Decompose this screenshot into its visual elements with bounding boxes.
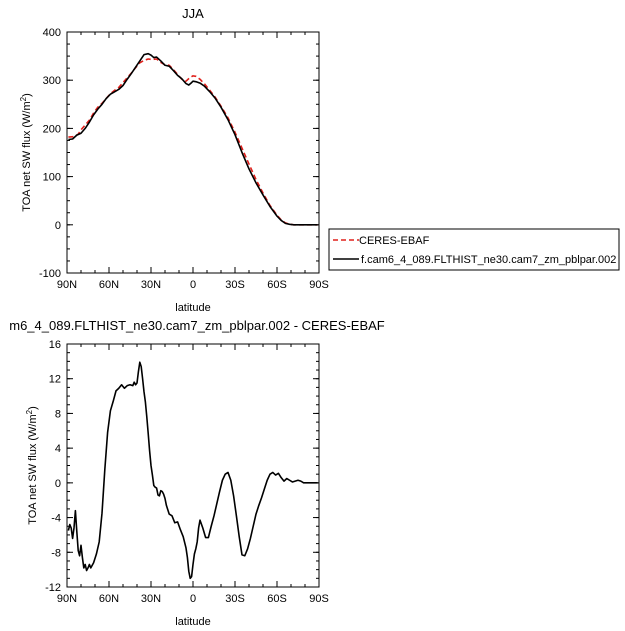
top-x-tick-label: 30N: [141, 279, 161, 291]
bottom-y-axis-label-main: TOA net SW flux (W/m: [27, 414, 39, 524]
top-y-tick-label: 0: [55, 220, 61, 232]
bottom-y-tick-label: 12: [49, 374, 61, 386]
top-y-axis-label-end: ): [21, 93, 33, 97]
top-y-tick-label: 100: [43, 172, 61, 184]
bottom-x-tick-label: 90S: [309, 593, 329, 605]
top-y-axis-label-main: TOA net SW flux (W/m: [21, 101, 33, 211]
top-y-tick-label: 300: [43, 75, 61, 87]
legend-label-ceres: CERES-EBAF: [359, 235, 430, 247]
bottom-y-tick-label: -8: [51, 547, 61, 559]
bottom-y-tick-label: 16: [49, 339, 61, 351]
bottom-x-axis-label: latitude: [175, 616, 210, 628]
bottom-y-axis-label: TOA net SW flux (W/m2): [25, 406, 39, 525]
top-series-line-0: [68, 58, 318, 226]
top-plot-frame: [66, 31, 320, 274]
bottom-y-tick-label: -12: [45, 582, 61, 594]
top-x-tick-label: 90S: [309, 279, 329, 291]
legend-label-model: f.cam6_4_089.FLTHIST_ne30.cam7_zm_pblpar…: [361, 254, 616, 266]
bottom-y-tick-label: 8: [55, 408, 61, 420]
bottom-chart-title: m6_4_089.FLTHIST_ne30.cam7_zm_pblpar.002…: [9, 318, 385, 333]
bottom-x-tick-label: 90N: [57, 593, 77, 605]
top-chart-title: JJA: [182, 6, 204, 21]
top-x-axis-label: latitude: [175, 302, 210, 314]
bottom-y-tick-label: 0: [55, 478, 61, 490]
bottom-series: [67, 361, 318, 580]
top-y-tick-label: 200: [43, 123, 61, 135]
bottom-x-tick-label: 0: [190, 593, 196, 605]
top-x-tick-label: 90N: [57, 279, 77, 291]
bottom-x-tick-label: 60S: [267, 593, 287, 605]
bottom-x-tick-label: 30S: [225, 593, 245, 605]
top-x-tick-label: 60S: [267, 279, 287, 291]
top-ticks: 90N 60N 30N 0 30S 60S 90S -100 0 100 200 300 400: [39, 27, 329, 291]
bottom-y-tick-label: -4: [51, 513, 61, 525]
top-x-tick-label: 60N: [99, 279, 119, 291]
bottom-x-tick-label: 30N: [141, 593, 161, 605]
top-x-tick-label: 30S: [225, 279, 245, 291]
bottom-y-tick-label: 4: [55, 443, 61, 455]
top-y-tick-label: -100: [39, 268, 61, 280]
top-panel: JJA 90N 60N 30N 0 30S 60S 90S -100 0 100 200 300 400…: [19, 6, 329, 314]
bottom-y-axis-label-end: ): [27, 406, 39, 410]
top-series: [68, 52, 318, 226]
legend-box: [328, 228, 620, 271]
bottom-series-line-0: [67, 361, 318, 580]
top-y-tick-label: 400: [43, 27, 61, 39]
legend: CERES-EBAF f.cam6_4_089.FLTHIST_ne30.cam…: [328, 228, 620, 271]
bottom-ticks: 90N 60N 30N 0 30S 60S 90S -12 -8 -4 0 4 8 12 16: [45, 339, 329, 605]
bottom-y-axis-label-sup: 2: [25, 409, 34, 414]
bottom-panel: m6_4_089.FLTHIST_ne30.cam7_zm_pblpar.002…: [9, 318, 385, 628]
bottom-x-tick-label: 60N: [99, 593, 119, 605]
top-y-axis-label-sup: 2: [19, 96, 28, 101]
top-y-axis-label: TOA net SW flux (W/m2): [19, 93, 33, 212]
top-x-tick-label: 0: [190, 279, 196, 291]
top-series-line-1: [68, 52, 318, 226]
